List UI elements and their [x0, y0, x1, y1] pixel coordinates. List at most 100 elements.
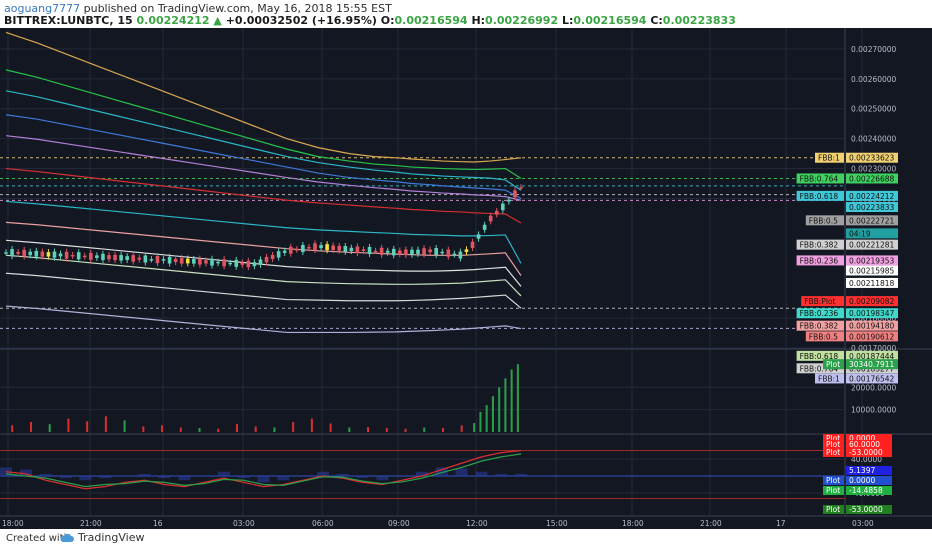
candle-body [488, 215, 493, 222]
volume-bar [179, 427, 182, 432]
oscillator-value-text: 60.0000 [849, 440, 880, 449]
volume-bar [11, 425, 14, 432]
volume-bar [198, 427, 201, 432]
candle-body [264, 256, 269, 263]
close-label: C: [650, 14, 663, 27]
oscillator-histogram-bar [138, 473, 151, 476]
candle-body [398, 250, 402, 255]
fbb-series-line [5, 221, 522, 276]
candle-body [337, 245, 342, 251]
volume-bar [460, 425, 463, 432]
volume-bar [367, 427, 370, 432]
author-link[interactable]: aoguang7777 [4, 2, 81, 15]
oscillator-name-text: Plot [826, 486, 840, 495]
volume-bar [348, 427, 351, 432]
candle-body [34, 250, 39, 257]
candle-body [246, 260, 251, 268]
fbb-name-tag [796, 350, 844, 361]
volume-bar [235, 424, 238, 432]
cloud-icon [60, 533, 74, 542]
oscillator-histogram-bar [39, 473, 52, 476]
candle-body [513, 190, 517, 198]
volume-name-text: Plot [826, 360, 840, 369]
candle-body [222, 259, 226, 267]
fbb-series-line [5, 239, 522, 287]
open-value: 0.00216594 [394, 14, 468, 27]
candle-body [276, 251, 281, 258]
candle-body [167, 256, 172, 264]
price-value-tag [846, 296, 898, 307]
candle-body [458, 251, 463, 259]
oscillator-value-text: 0.0000 [849, 476, 875, 485]
oscillator-name-tag [823, 476, 844, 485]
candle-body [379, 247, 384, 255]
candle-body [131, 255, 136, 262]
price-value-tag [846, 239, 898, 250]
fbb-series-line [5, 167, 522, 224]
time-tick-label: 06:00 [312, 519, 334, 528]
oscillator-name-text: Plot [826, 505, 840, 514]
oscillator-name-text: Plot [826, 434, 840, 443]
candle-body [70, 254, 75, 257]
oscillator-histogram-bar [277, 476, 290, 481]
price-value-tag [846, 277, 898, 288]
chart-canvas[interactable]: 0.00270000 0.00260000 0.00250000 0.00240000… [0, 0, 932, 529]
candle-body [464, 249, 469, 253]
fbb-name-tag [796, 190, 844, 201]
fbb-name-text: FBB:0.5 [809, 216, 838, 225]
tradingview-logo[interactable]: TradingView [60, 531, 144, 544]
candle-body [252, 262, 257, 267]
candle-body [82, 255, 87, 258]
oscillator-histogram-bar [495, 473, 508, 476]
volume-bar [86, 421, 89, 432]
oscillator-value-text: -14.4858 [849, 486, 883, 495]
fbb-name-tag [805, 331, 844, 342]
oscillator-histogram-bar [376, 476, 389, 481]
fbb-name-tag [815, 373, 844, 384]
volume-bar [504, 378, 507, 432]
oscillator-histogram-bar [475, 471, 488, 476]
open-label: O: [380, 14, 395, 27]
volume-tick-label: 10000.0000 [851, 406, 897, 415]
candle-body [216, 261, 220, 264]
high-label: H: [471, 14, 486, 27]
candle-body [28, 251, 33, 256]
candle-body [228, 262, 232, 265]
candle-body [428, 249, 432, 253]
price-value-tag [846, 373, 898, 384]
candle-body [470, 241, 475, 249]
candle-body [40, 251, 45, 257]
candle-body [119, 255, 123, 261]
price-tick-label: 0.00240000 [851, 135, 897, 144]
volume-bar [123, 420, 126, 432]
published-text: published on TradingView.com, May 16, 20… [80, 2, 392, 15]
volume-bar [485, 405, 488, 432]
volume-bar [479, 411, 482, 432]
price-value-text: 0.00219353 [849, 256, 895, 265]
price-value-text: 0.00233623 [849, 154, 895, 163]
candle-body [404, 249, 408, 256]
fbb-name-text: FBB:0.236 [800, 256, 839, 265]
symbol-label: BITTREX:LUNBTC, 15 [4, 14, 133, 27]
candle-body [361, 249, 366, 251]
fbb-name-text: FBB:0.618 [800, 352, 839, 361]
time-tick-label: 15:00 [546, 519, 568, 528]
candle-body [452, 253, 457, 256]
price-value-tag [846, 173, 898, 184]
price-value-tag [846, 152, 898, 163]
price-value-tag [846, 320, 898, 331]
candle-body [161, 259, 166, 261]
candle-body [22, 249, 26, 257]
oscillator-histogram-bar [356, 476, 369, 479]
oscillator-value-text: -53.0000 [849, 505, 883, 514]
oscillator-value-text: -53.0000 [849, 448, 883, 457]
candle-body [410, 249, 414, 255]
oscillator-name-tag [823, 448, 844, 457]
volume-bar [29, 421, 32, 432]
oscillator-histogram-bar [99, 476, 112, 479]
oscillator-histogram-bar [336, 473, 349, 476]
fbb-name-tag [805, 215, 844, 226]
price-value-tag [846, 215, 898, 226]
candle-body [185, 258, 190, 264]
price-value-text: 0.00223833 [849, 203, 895, 212]
